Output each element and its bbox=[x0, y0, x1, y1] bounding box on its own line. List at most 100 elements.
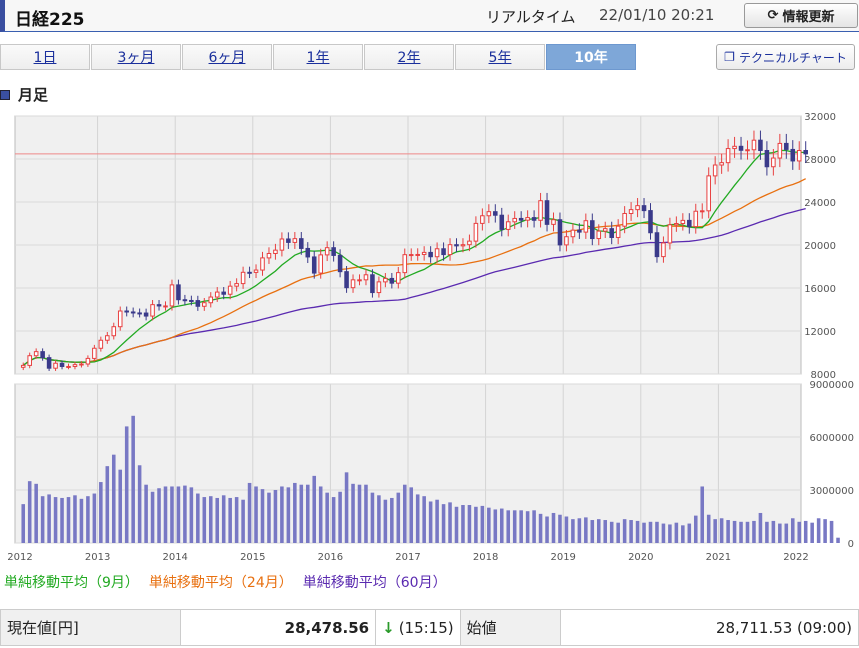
volume-bar bbox=[739, 521, 743, 543]
price-tick-label: 20000 bbox=[804, 241, 836, 252]
candle-body bbox=[590, 220, 595, 240]
refresh-button[interactable]: ⟳ 情報更新 bbox=[744, 3, 858, 28]
volume-bar bbox=[609, 521, 614, 543]
volume-bar bbox=[752, 520, 756, 543]
candle-body bbox=[189, 299, 194, 302]
candle-body bbox=[98, 339, 104, 349]
tab-6months[interactable]: 6ヶ月 bbox=[182, 44, 272, 70]
legend-ma60: 単純移動平均（60月） bbox=[302, 575, 447, 591]
volume-bar bbox=[53, 497, 58, 543]
candle-body bbox=[240, 271, 246, 285]
candle-body bbox=[318, 254, 323, 274]
volume-bar bbox=[474, 506, 478, 543]
volume-bar bbox=[105, 466, 110, 543]
volume-tick-label: 0 bbox=[848, 539, 854, 550]
technical-chart-button[interactable]: ❐ テクニカルチャート bbox=[716, 44, 855, 70]
volume-bar bbox=[338, 491, 342, 543]
open-price-value: 28,711.53 (09:00) bbox=[559, 609, 859, 646]
volume-bar bbox=[40, 496, 45, 543]
volume-bar bbox=[267, 492, 271, 543]
candle-body bbox=[467, 240, 472, 246]
candle-body bbox=[738, 145, 744, 151]
candle-body bbox=[493, 211, 498, 216]
x-tick-label: 2022 bbox=[783, 552, 808, 563]
tab-5years[interactable]: 5年 bbox=[455, 44, 545, 70]
candle-body bbox=[396, 272, 401, 284]
candle-body bbox=[53, 362, 58, 369]
volume-bar bbox=[92, 493, 97, 543]
candle-body bbox=[150, 304, 155, 317]
candle-body bbox=[771, 157, 776, 168]
price-tick-label: 16000 bbox=[804, 284, 836, 295]
volume-bar bbox=[157, 488, 161, 543]
volume-bar bbox=[241, 499, 245, 543]
candle-body bbox=[745, 149, 750, 152]
volume-bar bbox=[47, 494, 51, 543]
volume-bar bbox=[441, 504, 446, 543]
volume-bar bbox=[629, 520, 633, 543]
candle-body bbox=[674, 223, 679, 226]
candle-body bbox=[551, 219, 556, 225]
candle-body bbox=[85, 357, 91, 365]
candle-body bbox=[764, 150, 770, 168]
candle-body bbox=[661, 242, 666, 258]
volume-bar bbox=[797, 521, 802, 543]
volume-bar bbox=[124, 426, 129, 543]
candle-body bbox=[72, 364, 78, 367]
volume-bar bbox=[803, 520, 808, 543]
price-table: 現在値[円] 28,478.56 ↓ (15:15) 始値 28,711.53 (… bbox=[0, 609, 859, 646]
volume-bar bbox=[176, 486, 181, 543]
volume-bar bbox=[318, 486, 323, 543]
tab-1day[interactable]: 1日 bbox=[0, 44, 90, 70]
candle-body bbox=[784, 142, 789, 150]
window-icon: ❐ bbox=[724, 50, 735, 64]
candle-body bbox=[531, 217, 537, 221]
current-price-value: 28,478.56 bbox=[179, 609, 377, 646]
volume-bar bbox=[616, 522, 620, 543]
candle-body bbox=[480, 215, 485, 224]
candle-body bbox=[92, 347, 97, 359]
volume-bar bbox=[687, 523, 692, 543]
volume-bar bbox=[299, 484, 304, 543]
price-volume-chart: 32000 28000 24000 20000 16000 12000 8000900000… bbox=[7, 112, 854, 563]
x-tick-label: 2018 bbox=[473, 552, 498, 563]
volume-bar bbox=[823, 519, 827, 543]
candle-body bbox=[370, 274, 375, 294]
volume-bar bbox=[189, 487, 194, 543]
volume-bar bbox=[260, 489, 265, 543]
legend-ma24: 単純移動平均（24月） bbox=[148, 575, 293, 591]
candle-body bbox=[699, 210, 705, 213]
volume-bar bbox=[280, 486, 284, 543]
price-tick-label: 12000 bbox=[804, 327, 836, 338]
volume-bar bbox=[590, 520, 595, 543]
volume-bar bbox=[364, 484, 368, 543]
candle-body bbox=[557, 219, 563, 246]
candle-body bbox=[602, 228, 608, 232]
volume-bar bbox=[732, 520, 737, 543]
volume-bar bbox=[435, 499, 439, 543]
x-tick-label: 2013 bbox=[85, 552, 110, 563]
volume-bar bbox=[448, 502, 452, 543]
candle-body bbox=[505, 221, 511, 230]
candle-body bbox=[350, 279, 356, 289]
tab-2years[interactable]: 2年 bbox=[364, 44, 454, 70]
volume-bar bbox=[163, 486, 168, 543]
tab-10years[interactable]: 10年 bbox=[546, 44, 636, 70]
tab-3months[interactable]: 3ヶ月 bbox=[91, 44, 181, 70]
volume-bar bbox=[726, 520, 730, 543]
volume-bar bbox=[648, 521, 653, 543]
candle-body bbox=[299, 238, 304, 249]
volume-bar bbox=[215, 497, 220, 543]
candle-body bbox=[266, 252, 272, 259]
candle-body bbox=[583, 220, 589, 233]
volume-bar bbox=[558, 514, 562, 543]
candle-body bbox=[499, 214, 505, 230]
candle-body bbox=[454, 244, 459, 247]
price-tick-label: 32000 bbox=[804, 112, 836, 123]
open-price-label: 始値 bbox=[459, 609, 561, 646]
volume-bar bbox=[402, 484, 407, 543]
candle-body bbox=[311, 256, 317, 274]
price-tick-label: 28000 bbox=[804, 155, 836, 166]
volume-bar bbox=[111, 454, 116, 543]
tab-1year[interactable]: 1年 bbox=[273, 44, 363, 70]
